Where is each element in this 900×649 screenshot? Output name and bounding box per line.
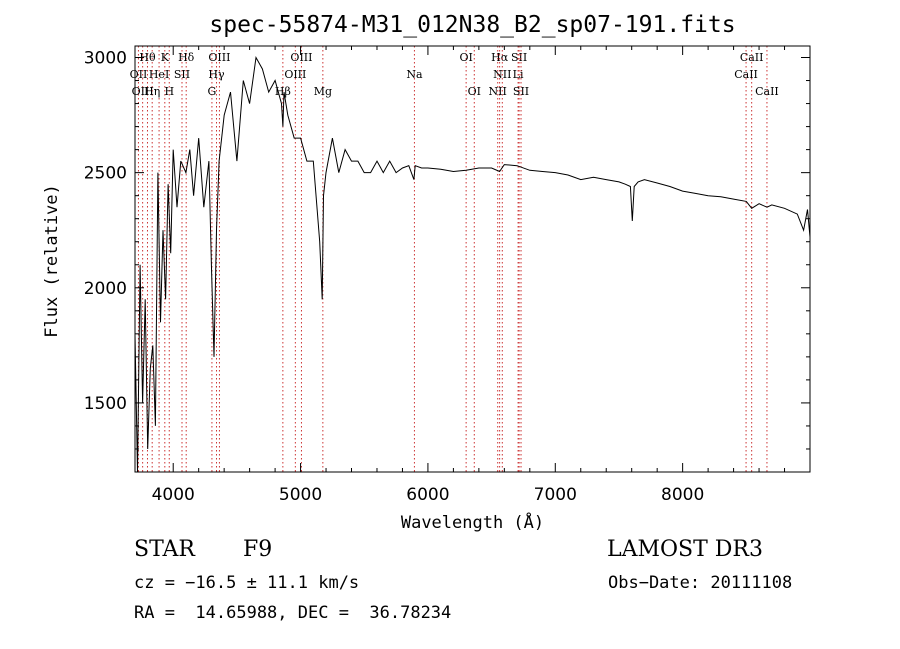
x-tick-label: 5000 bbox=[279, 485, 322, 505]
y-tick-label: 2500 bbox=[84, 164, 127, 184]
line-label: Hη bbox=[144, 85, 160, 98]
line-label: HeI bbox=[149, 68, 169, 81]
line-label: CaII bbox=[740, 51, 764, 64]
line-label: Li bbox=[513, 68, 524, 81]
line-label: SII bbox=[513, 85, 529, 98]
line-label: NII bbox=[489, 85, 507, 98]
line-label: CaII bbox=[755, 85, 779, 98]
x-tick-label: 4000 bbox=[152, 485, 195, 505]
line-label: OIII bbox=[284, 68, 306, 81]
line-label: CaII bbox=[734, 68, 758, 81]
redshift-text: cz = −16.5 ± 11.1 km/s bbox=[134, 573, 360, 593]
line-label: NII bbox=[493, 68, 511, 81]
line-label: Hδ bbox=[178, 51, 195, 64]
line-label: H bbox=[164, 85, 174, 98]
chart-title: spec-55874-M31_012N38_B2_sp07-191.fits bbox=[209, 12, 735, 38]
spectrum-series bbox=[134, 55, 811, 473]
y-tick-label: 2000 bbox=[84, 279, 127, 299]
line-label: Hγ bbox=[208, 68, 225, 81]
line-label: OIII bbox=[132, 85, 154, 98]
plot-frame bbox=[134, 45, 811, 473]
line-label: G bbox=[208, 85, 217, 98]
coordinates-text: RA = 14.65988, DEC = 36.78234 bbox=[134, 603, 452, 623]
line-label: OIII bbox=[208, 51, 230, 64]
y-tick-label: 1500 bbox=[84, 394, 127, 414]
line-label: Hα bbox=[491, 51, 509, 64]
spectrum-line bbox=[134, 55, 811, 473]
line-label: SII bbox=[511, 51, 527, 64]
obs-date-text: Obs−Date: 20111108 bbox=[608, 573, 793, 593]
line-label: OII bbox=[130, 68, 148, 81]
line-label: OIII bbox=[290, 51, 312, 64]
line-label: K bbox=[161, 51, 170, 64]
x-axis-label: Wavelength (Å) bbox=[401, 511, 544, 533]
x-tick-label: 6000 bbox=[406, 485, 449, 505]
x-tick-label: 7000 bbox=[534, 485, 577, 505]
class-label: STAR bbox=[134, 537, 195, 562]
axis-ticks bbox=[135, 46, 810, 472]
line-label: OI bbox=[459, 51, 472, 64]
line-label: SII bbox=[174, 68, 190, 81]
line-label: Mg bbox=[314, 85, 332, 98]
line-label: Na bbox=[406, 68, 423, 81]
survey-label: LAMOST DR3 bbox=[607, 537, 763, 562]
line-label: OI bbox=[468, 85, 481, 98]
y-tick-label: 3000 bbox=[84, 49, 127, 69]
x-tick-label: 8000 bbox=[661, 485, 704, 505]
axis-text: 4000 5000 6000 7000 8000 1500 2000 2500 3000 spec… bbox=[42, 12, 736, 533]
y-axis-label: Flux (relative) bbox=[42, 184, 62, 338]
subclass-label: F9 bbox=[243, 537, 273, 562]
